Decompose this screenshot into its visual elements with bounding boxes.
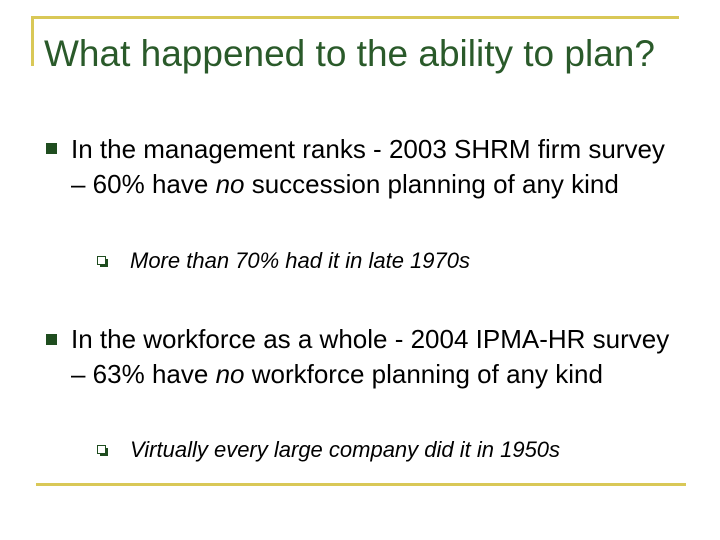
bullet-1-emphasis: no xyxy=(215,169,245,199)
bullet-1-post: succession planning of any kind xyxy=(244,169,619,199)
shadowed-square-bullet-icon xyxy=(97,445,108,456)
bullet-2-text: In the workforce as a whole - 2004 IPMA-… xyxy=(71,322,681,392)
shadowed-square-bullet-icon xyxy=(97,256,108,267)
bullet-1-pre: In the management ranks - 2003 SHRM firm… xyxy=(71,134,665,199)
sub-bullet-2-text: Virtually every large company did it in … xyxy=(130,437,561,462)
bullet-2-post: workforce planning of any kind xyxy=(244,359,603,389)
top-rule xyxy=(31,16,679,19)
filled-square-bullet-icon xyxy=(46,334,57,345)
slide-title: What happened to the ability to plan? xyxy=(44,33,655,74)
filled-square-bullet-icon xyxy=(46,143,57,154)
bullet-1-text: In the management ranks - 2003 SHRM firm… xyxy=(71,132,681,202)
bullet-2-pre: In the workforce as a whole - 2004 IPMA-… xyxy=(71,324,670,389)
left-rule xyxy=(31,16,34,66)
bullet-2-emphasis: no xyxy=(215,359,245,389)
bottom-rule xyxy=(36,483,686,486)
sub-bullet-1-text: More than 70% had it in late 1970s xyxy=(130,248,471,273)
